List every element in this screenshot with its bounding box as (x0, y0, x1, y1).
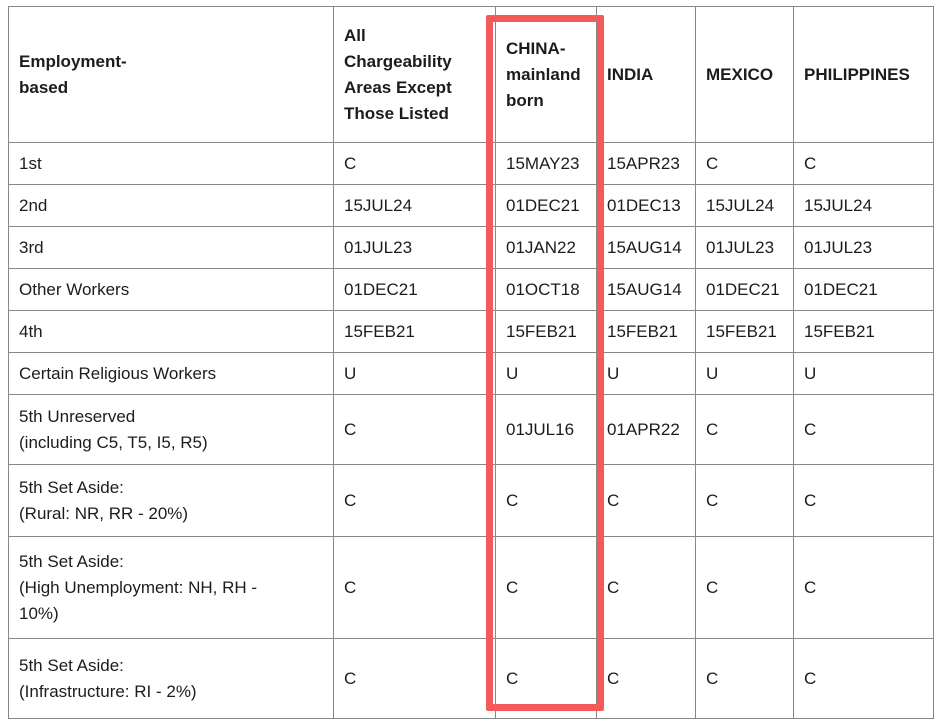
value-cell-philippines: 01JUL23 (793, 226, 934, 269)
value-cell-philippines: C (793, 536, 934, 639)
value-cell-india: C (596, 638, 696, 719)
table-row: 5th Set Aside: (Infrastructure: RI - 2%)… (8, 638, 934, 719)
value-cell-china-mainland-born: C (495, 536, 597, 639)
value-cell-india: 15FEB21 (596, 310, 696, 353)
row-label-cell: 2nd (8, 184, 334, 227)
value-cell-india: 01DEC13 (596, 184, 696, 227)
value-cell-india: U (596, 352, 696, 395)
value-cell-china-mainland-born: 01JAN22 (495, 226, 597, 269)
table-row: Certain Religious Workers U U U U U (8, 352, 934, 395)
column-header-philippines: PHILIPPINES (793, 6, 934, 143)
table-row: 5th Unreserved (including C5, T5, I5, R5… (8, 394, 934, 465)
value-cell-china-mainland-born: 15FEB21 (495, 310, 597, 353)
value-cell-china-mainland-born: U (495, 352, 597, 395)
table-row: 5th Set Aside: (Rural: NR, RR - 20%) C C C C… (8, 464, 934, 537)
value-cell-mexico: C (695, 536, 794, 639)
value-cell-mexico: C (695, 142, 794, 185)
value-cell-india: C (596, 464, 696, 537)
value-cell-philippines: C (793, 464, 934, 537)
value-cell-all-chargeability: 01DEC21 (333, 268, 496, 311)
value-cell-mexico: C (695, 464, 794, 537)
value-cell-china-mainland-born: 01JUL16 (495, 394, 597, 465)
row-label-cell: 5th Set Aside: (High Unemployment: NH, R… (8, 536, 334, 639)
value-cell-china-mainland-born: 01DEC21 (495, 184, 597, 227)
column-header-india: INDIA (596, 6, 696, 143)
row-label-cell: Certain Religious Workers (8, 352, 334, 395)
row-label-cell: 3rd (8, 226, 334, 269)
value-cell-all-chargeability: C (333, 394, 496, 465)
value-cell-philippines: C (793, 394, 934, 465)
value-cell-china-mainland-born: 01OCT18 (495, 268, 597, 311)
table-row: Other Workers 01DEC21 01OCT18 15AUG14 01DEC2… (8, 268, 934, 311)
value-cell-all-chargeability: 15FEB21 (333, 310, 496, 353)
value-cell-philippines: 15JUL24 (793, 184, 934, 227)
table-row: 2nd 15JUL24 01DEC21 01DEC13 15JUL24 15JUL24 (8, 184, 934, 227)
table-row: 4th 15FEB21 15FEB21 15FEB21 15FEB21 15FEB21 (8, 310, 934, 353)
header-row: Employment- based All Chargeability Area… (8, 6, 934, 143)
value-cell-all-chargeability: 01JUL23 (333, 226, 496, 269)
value-cell-china-mainland-born: C (495, 464, 597, 537)
value-cell-all-chargeability: 15JUL24 (333, 184, 496, 227)
row-label-cell: 4th (8, 310, 334, 353)
value-cell-mexico: 15JUL24 (695, 184, 794, 227)
column-header-china-mainland-born: CHINA- mainland born (495, 6, 597, 143)
value-cell-all-chargeability: C (333, 536, 496, 639)
row-label-cell: 5th Set Aside: (Infrastructure: RI - 2%) (8, 638, 334, 719)
value-cell-india: C (596, 536, 696, 639)
value-cell-all-chargeability: C (333, 142, 496, 185)
employment-based-priority-dates-table: Employment- based All Chargeability Area… (8, 6, 934, 719)
value-cell-mexico: C (695, 394, 794, 465)
row-label-cell: Other Workers (8, 268, 334, 311)
value-cell-india: 15AUG14 (596, 268, 696, 311)
row-label-cell: 5th Unreserved (including C5, T5, I5, R5… (8, 394, 334, 465)
value-cell-india: 01APR22 (596, 394, 696, 465)
value-cell-mexico: 01DEC21 (695, 268, 794, 311)
value-cell-china-mainland-born: 15MAY23 (495, 142, 597, 185)
value-cell-all-chargeability: C (333, 464, 496, 537)
corner-header-employment-based: Employment- based (8, 6, 334, 143)
value-cell-mexico: U (695, 352, 794, 395)
value-cell-india: 15APR23 (596, 142, 696, 185)
table-row: 1st C 15MAY23 15APR23 C C (8, 142, 934, 185)
value-cell-philippines: 01DEC21 (793, 268, 934, 311)
column-header-all-chargeability: All Chargeability Areas Except Those Lis… (333, 6, 496, 143)
row-label-cell: 5th Set Aside: (Rural: NR, RR - 20%) (8, 464, 334, 537)
value-cell-mexico: 15FEB21 (695, 310, 794, 353)
table-row: 5th Set Aside: (High Unemployment: NH, R… (8, 536, 934, 639)
value-cell-china-mainland-born: C (495, 638, 597, 719)
value-cell-all-chargeability: U (333, 352, 496, 395)
value-cell-philippines: 15FEB21 (793, 310, 934, 353)
column-header-mexico: MEXICO (695, 6, 794, 143)
value-cell-all-chargeability: C (333, 638, 496, 719)
value-cell-philippines: C (793, 638, 934, 719)
value-cell-mexico: C (695, 638, 794, 719)
value-cell-india: 15AUG14 (596, 226, 696, 269)
row-label-cell: 1st (8, 142, 334, 185)
value-cell-philippines: U (793, 352, 934, 395)
table-row: 3rd 01JUL23 01JAN22 15AUG14 01JUL23 01JUL23 (8, 226, 934, 269)
value-cell-mexico: 01JUL23 (695, 226, 794, 269)
value-cell-philippines: C (793, 142, 934, 185)
